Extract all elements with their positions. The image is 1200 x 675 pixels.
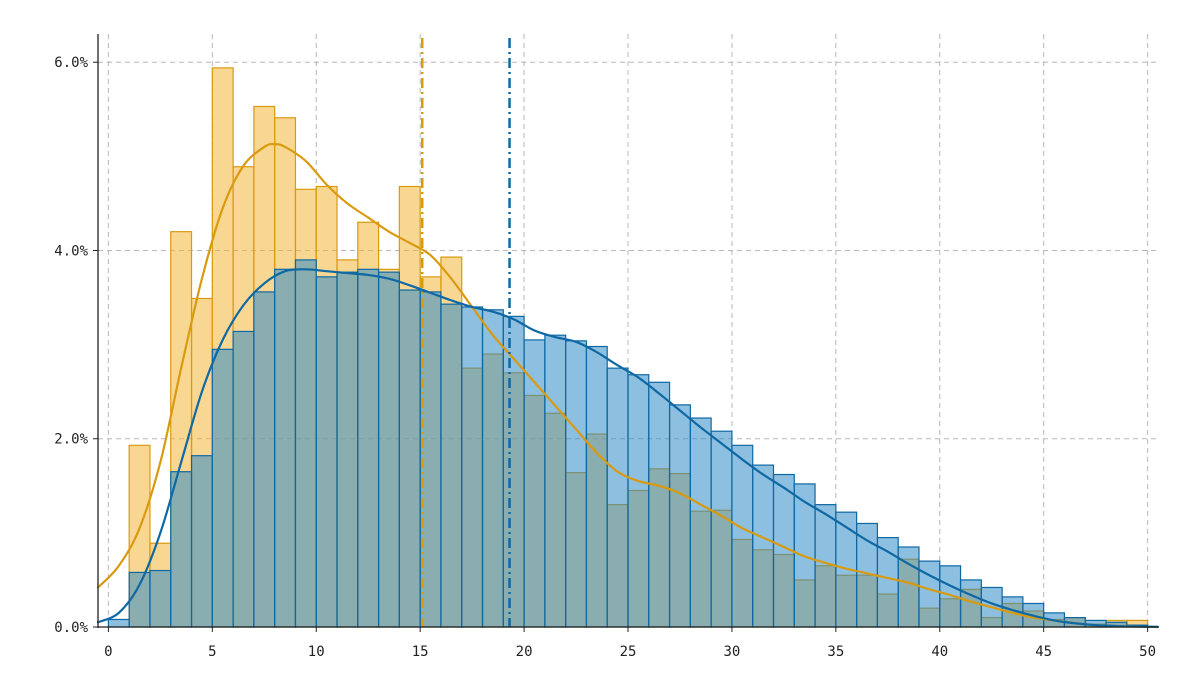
x-tick-label-30: 30 <box>723 644 740 660</box>
series-1-bar-18 <box>481 309 504 628</box>
y-tick-label-6: 6.0% <box>54 55 88 71</box>
x-tick-label-35: 35 <box>827 644 844 660</box>
series-1-bar-12 <box>357 268 380 628</box>
series-1-bar-26 <box>648 381 671 628</box>
mean-lines <box>420 38 511 627</box>
series-1-bar-21 <box>544 334 567 628</box>
series-1-bar-19 <box>502 315 525 628</box>
series-1-bar-2 <box>149 569 172 628</box>
series-0-kde-line <box>96 142 1160 629</box>
series-1-bar-24 <box>606 367 629 628</box>
x-tick-label-50: 50 <box>1139 644 1156 660</box>
series-1-bar-6 <box>232 330 255 628</box>
series-1-bar-13 <box>377 271 400 628</box>
y-tick-label-2: 2.0% <box>54 432 88 448</box>
x-tick-label-10: 10 <box>308 644 325 660</box>
x-tick-label-20: 20 <box>516 644 533 660</box>
series-1-bar-8 <box>274 268 297 628</box>
series-1-bar-30 <box>731 444 754 628</box>
x-tick-label-45: 45 <box>1035 644 1052 660</box>
grid-lines <box>98 34 1158 627</box>
series-1-bar-10 <box>315 276 338 628</box>
series-1-bar-0 <box>107 618 130 628</box>
series-1-bar-27 <box>668 404 691 628</box>
series-1-bar-3 <box>170 471 193 628</box>
series-1-bar-11 <box>336 271 359 628</box>
series-1-bar-17 <box>461 306 484 628</box>
series-1-bar-23 <box>585 345 608 628</box>
x-tick-label-15: 15 <box>412 644 429 660</box>
x-tick-label-5: 5 <box>208 644 216 660</box>
series-1-bar-16 <box>440 303 463 628</box>
x-tick-label-0: 0 <box>104 644 112 660</box>
kde-curves <box>96 142 1160 629</box>
series-1-kde-line <box>96 268 1160 628</box>
series-1-bar-28 <box>689 417 712 628</box>
series-1-bar-1 <box>128 571 151 628</box>
axes <box>93 34 1158 632</box>
series-1-bar-22 <box>565 340 588 628</box>
x-tick-label-40: 40 <box>931 644 948 660</box>
series-1-bar-31 <box>752 464 775 628</box>
series-1-bar-25 <box>627 374 650 628</box>
series-1-bar-4 <box>190 455 213 628</box>
y-tick-label-4: 4.0% <box>54 243 88 259</box>
series-1-bar-5 <box>211 348 234 628</box>
x-tick-label-25: 25 <box>620 644 637 660</box>
series-1-bar-14 <box>398 289 421 628</box>
tick-labels: 0 5 10 15 20 25 30 35 40 45 50 0.0% 2.0% 4.0% 6.0% <box>54 55 1156 660</box>
series-1-bar-7 <box>253 291 276 628</box>
y-tick-label-0: 0.0% <box>54 620 88 636</box>
series-1-bar-29 <box>710 430 733 628</box>
series-1-bar-9 <box>294 259 317 628</box>
